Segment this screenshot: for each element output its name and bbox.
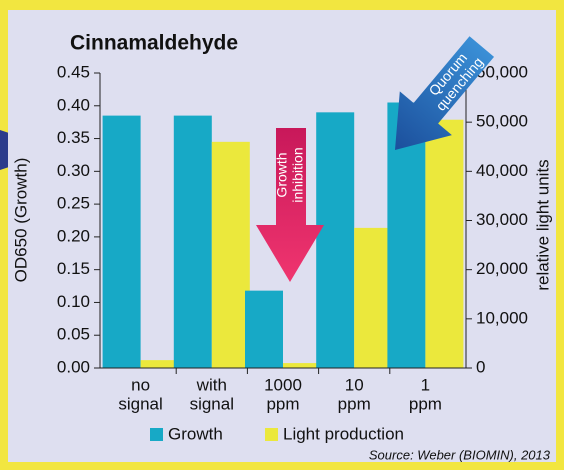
bar [316,112,355,368]
y2-tick-label: 40,000 [476,161,528,180]
bar [173,115,212,368]
arrow-growth-inhibition: Growth inhibition [256,128,324,282]
bar [354,227,393,368]
chart-title: Cinnamaldehyde [70,32,238,55]
y-tick-label: 0.30 [57,161,90,180]
y2-tick-label: 20,000 [476,259,528,278]
x-tick-label: no [131,375,150,394]
y-tick-label: 0.15 [57,259,90,278]
bar [283,363,321,368]
bar [140,360,179,368]
y2-axis-label: relative light units [533,159,552,290]
x-tick-label: 1000 [264,375,302,394]
x-tick-label: ppm [338,394,371,413]
bar [211,141,250,368]
bar [102,115,141,368]
y-tick-label: 0.40 [57,95,90,114]
y2-tick-label: 10,000 [476,308,528,327]
y-tick-label: 0.20 [57,226,90,245]
x-tick-label: signal [118,394,162,413]
bar [425,119,464,368]
x-tick-label: ppm [266,394,299,413]
x-tick-label: ppm [409,394,442,413]
legend-swatch [150,428,163,441]
legend-label: Growth [168,424,223,443]
y-axis-label: OD650 (Growth) [11,158,30,283]
y2-tick-label: 50,000 [476,112,528,131]
y-tick-label: 0.05 [57,325,90,344]
x-tick-label: 1 [421,375,430,394]
y2-tick-label: 30,000 [476,210,528,229]
x-tick-label: with [196,375,227,394]
plot: 0.00 0.05 0.10 0.15 0.20 0.25 0.30 0.35 0.40 0.45… [57,62,528,443]
y2-tick-label: 60,000 [476,62,528,81]
bar [245,290,283,368]
x-tick-label: signal [190,394,234,413]
arrow [256,128,324,282]
annotation: inhibition [290,147,306,202]
y-tick-label: 0.35 [57,128,90,147]
y-tick-label: 0.25 [57,194,90,213]
source: Source: Weber (BIOMIN), 2013 [369,447,551,462]
y-tick-label: 0.00 [57,357,90,376]
x-tick-label: 10 [345,375,364,394]
y-tick-label: 0.45 [57,62,90,81]
y2-tick-label: 0 [476,357,485,376]
legend-label: Light production [283,424,404,443]
legend-swatch [265,428,278,441]
annotation: Growth [274,152,290,197]
y-tick-label: 0.10 [57,292,90,311]
arrow [395,36,495,150]
